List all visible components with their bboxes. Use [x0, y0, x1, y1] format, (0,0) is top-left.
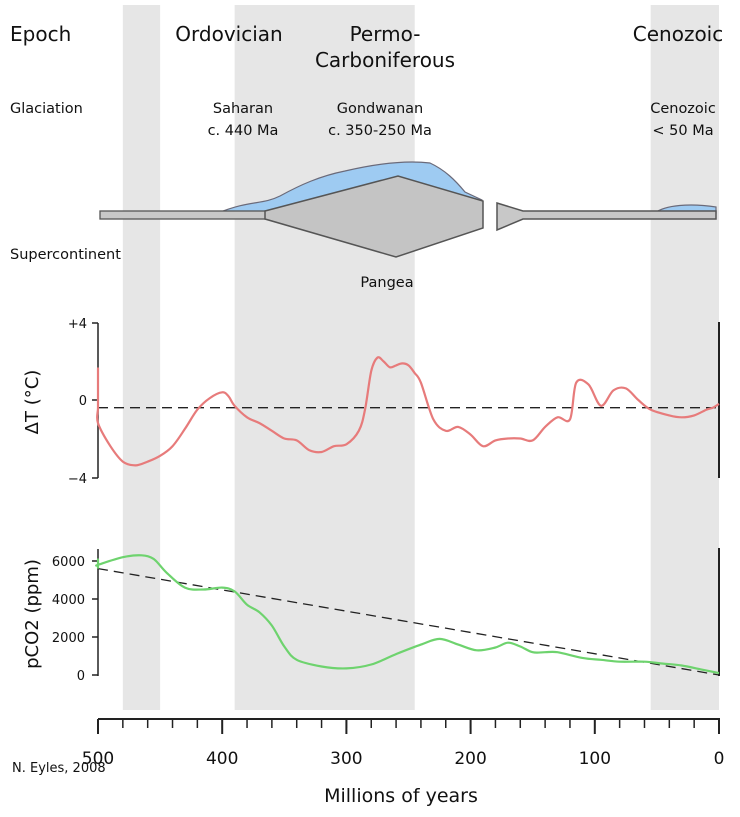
co2-trend-line	[97, 567, 720, 676]
glaciation-bands	[122, 5, 719, 710]
temp-tick-label-zero: 0	[79, 394, 87, 409]
x-tick-label: 400	[206, 749, 238, 769]
band-gondwanan	[234, 5, 415, 710]
x-tick-label: 200	[454, 749, 486, 769]
supercontinent-bar-right	[496, 201, 717, 232]
glaciation-cenozoic-name: Cenozoic	[650, 101, 716, 117]
x-axis: 500 400 300 200 100 0 Millions of years	[82, 718, 725, 807]
band-cenozoic	[650, 5, 719, 710]
epoch-name-permo-carboniferous-line1: Permo-	[350, 22, 421, 46]
x-tick-label: 500	[82, 749, 114, 769]
temp-tick-label-top: +4	[68, 317, 87, 332]
epoch-label: Epoch	[10, 22, 71, 46]
epoch-name-ordovician: Ordovician	[175, 22, 282, 46]
glaciation-label: Glaciation	[10, 101, 83, 117]
supercontinent-label: Supercontinent	[10, 247, 121, 263]
pangea-shape	[264, 175, 484, 258]
co2-tick-label-0: 0	[77, 669, 85, 684]
co2-tick-label-4000: 4000	[52, 593, 85, 608]
temperature-panel: +4 0 −4 ΔT (°C)	[22, 317, 720, 487]
x-tick-label: 300	[330, 749, 362, 769]
pangea-label: Pangea	[360, 275, 413, 291]
supercontinent-bar-left	[99, 210, 269, 220]
glaciation-cenozoic-date: < 50 Ma	[652, 123, 713, 139]
x-tick-label: 100	[579, 749, 611, 769]
temp-series-line	[95, 356, 720, 467]
band-saharan	[122, 5, 161, 710]
co2-tick-label-6000: 6000	[52, 555, 85, 570]
x-tick-label: 0	[714, 749, 725, 769]
temp-tick-label-bottom: −4	[68, 472, 87, 487]
temp-y-axis-title: ΔT (°C)	[22, 370, 43, 435]
co2-y-axis-title: pCO2 (ppm)	[22, 559, 43, 669]
epoch-name-permo-carboniferous-line2: Carboniferous	[315, 48, 455, 72]
x-axis-title: Millions of years	[324, 785, 478, 807]
glaciation-gondwanan-name: Gondwanan	[337, 101, 424, 117]
co2-series-line	[95, 554, 720, 675]
credit-text: N. Eyles, 2008	[12, 761, 106, 776]
glaciation-saharan-date: c. 440 Ma	[208, 123, 279, 139]
x-axis-minor-ticks	[122, 719, 720, 728]
co2-tick-label-2000: 2000	[52, 631, 85, 646]
glaciation-gondwanan-date: c. 350-250 Ma	[328, 123, 432, 139]
epoch-name-cenozoic: Cenozoic	[633, 22, 723, 46]
glaciation-saharan-name: Saharan	[213, 101, 273, 117]
supercontinent-diagram: Pangea	[99, 161, 717, 291]
co2-panel: 6000 4000 2000 0 pCO2 (ppm)	[22, 548, 720, 684]
x-axis-major-ticks: 500 400 300 200 100 0	[82, 719, 725, 769]
